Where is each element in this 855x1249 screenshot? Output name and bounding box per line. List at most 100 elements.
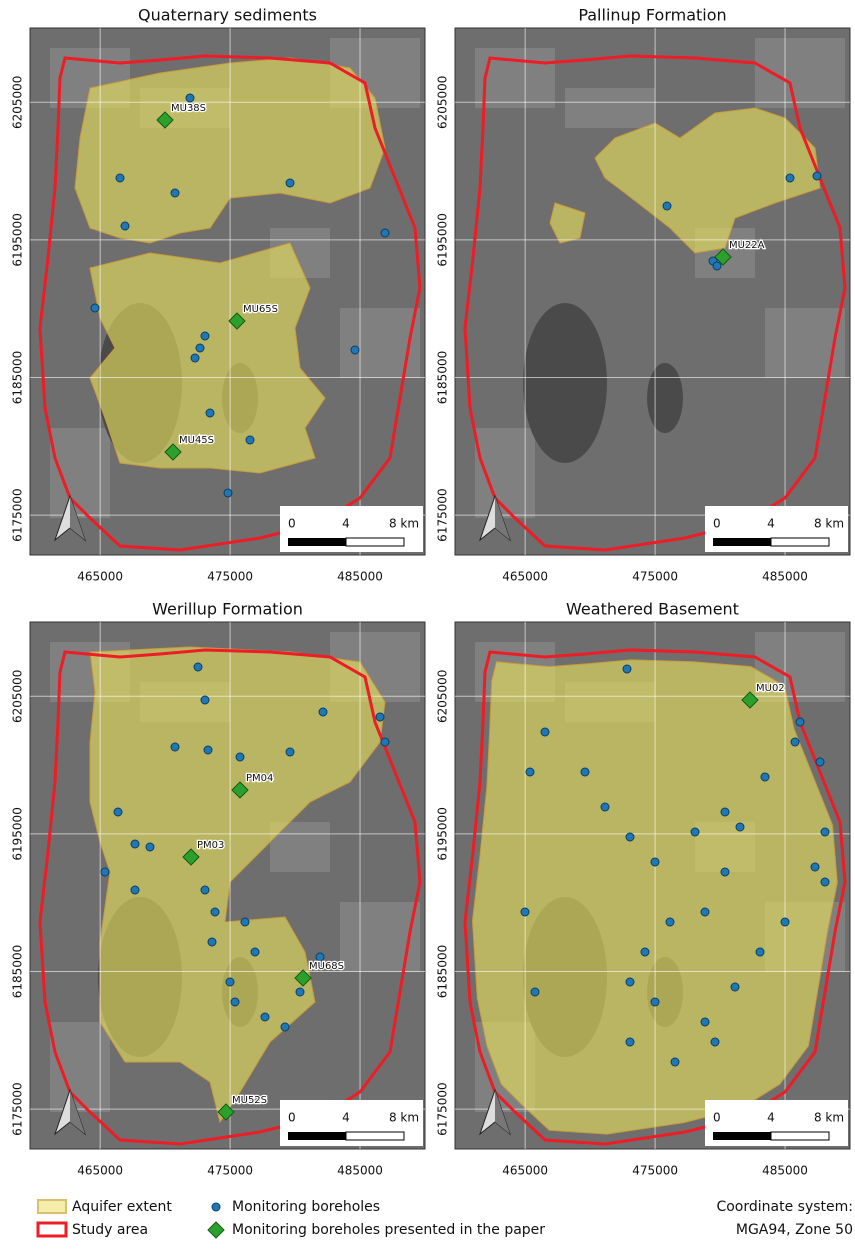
borehole xyxy=(351,346,359,354)
borehole xyxy=(526,768,534,776)
x-tick-label: 485000 xyxy=(762,570,808,584)
scale-label: 0 xyxy=(713,1111,721,1125)
imagery-patch xyxy=(475,428,535,518)
borehole-label: PM03 xyxy=(197,840,224,851)
borehole xyxy=(261,1013,269,1021)
y-tick-label: 6175000 xyxy=(11,488,25,541)
legend-study-swatch xyxy=(38,1223,66,1236)
borehole xyxy=(713,262,721,270)
borehole xyxy=(171,743,179,751)
borehole-label: MU65S xyxy=(243,304,278,315)
borehole-label: MU68S xyxy=(309,961,344,972)
x-tick-label: 475000 xyxy=(207,1164,253,1178)
borehole xyxy=(521,908,529,916)
scale-label: 8 km xyxy=(814,1111,844,1125)
borehole xyxy=(811,863,819,871)
borehole xyxy=(194,663,202,671)
borehole xyxy=(101,868,109,876)
legend-label: Aquifer extent xyxy=(72,1199,172,1215)
y-tick-label: 6195000 xyxy=(11,807,25,860)
borehole xyxy=(376,713,384,721)
borehole xyxy=(224,489,232,497)
borehole xyxy=(721,868,729,876)
borehole xyxy=(691,828,699,836)
borehole xyxy=(241,918,249,926)
x-tick-label: 485000 xyxy=(337,1164,383,1178)
y-tick-label: 6205000 xyxy=(11,76,25,129)
x-tick-label: 475000 xyxy=(632,1164,678,1178)
borehole xyxy=(736,823,744,831)
borehole xyxy=(581,768,589,776)
borehole xyxy=(796,718,804,726)
borehole xyxy=(171,189,179,197)
legend-aquifer-swatch xyxy=(38,1200,66,1213)
imagery-patch xyxy=(50,1022,110,1112)
borehole-label: MU02 xyxy=(756,683,785,694)
scale-bar xyxy=(771,1132,829,1140)
borehole xyxy=(531,988,539,996)
map-panel: PM04PM03MU68SMU52S048 km xyxy=(30,622,425,1149)
borehole xyxy=(204,746,212,754)
y-tick-label: 6185000 xyxy=(11,945,25,998)
borehole xyxy=(711,1038,719,1046)
borehole xyxy=(626,1038,634,1046)
scale-bar xyxy=(288,538,346,546)
scale-label: 8 km xyxy=(389,517,419,531)
imagery-patch xyxy=(50,428,110,518)
y-tick-label: 6205000 xyxy=(11,670,25,723)
borehole xyxy=(756,948,764,956)
scale-label: 4 xyxy=(342,1111,350,1125)
borehole xyxy=(251,948,259,956)
borehole xyxy=(671,1058,679,1066)
borehole xyxy=(296,988,304,996)
borehole xyxy=(786,174,794,182)
borehole xyxy=(663,202,671,210)
lake xyxy=(647,363,683,433)
legend-diamond xyxy=(208,1222,224,1238)
borehole-label: MU22A xyxy=(729,240,765,251)
x-tick-label: 485000 xyxy=(762,1164,808,1178)
borehole xyxy=(731,983,739,991)
scale-bar xyxy=(713,538,771,546)
imagery-patch xyxy=(475,48,555,108)
x-tick-label: 465000 xyxy=(502,1164,548,1178)
scale-label: 8 km xyxy=(389,1111,419,1125)
borehole xyxy=(236,753,244,761)
borehole xyxy=(201,886,209,894)
borehole xyxy=(381,738,389,746)
borehole xyxy=(666,918,674,926)
borehole xyxy=(246,436,254,444)
scale-bar xyxy=(771,538,829,546)
y-tick-label: 6175000 xyxy=(11,1082,25,1135)
figure: Aquifer extent Study area Monitoring bor… xyxy=(0,0,855,1245)
borehole xyxy=(201,696,209,704)
y-tick-label: 6175000 xyxy=(436,1082,450,1135)
borehole xyxy=(319,708,327,716)
y-tick-label: 6195000 xyxy=(436,213,450,266)
borehole xyxy=(286,748,294,756)
legend-dot xyxy=(212,1203,220,1211)
borehole xyxy=(286,179,294,187)
y-tick-label: 6195000 xyxy=(436,807,450,860)
borehole xyxy=(206,409,214,417)
borehole xyxy=(816,758,824,766)
coord-label: Coordinate system: xyxy=(716,1199,853,1215)
panel-title: Quaternary sediments xyxy=(138,6,317,25)
borehole xyxy=(131,886,139,894)
borehole xyxy=(211,908,219,916)
legend-label: Monitoring boreholes presented in the pa… xyxy=(232,1222,545,1238)
x-tick-label: 465000 xyxy=(77,1164,123,1178)
legend-label: Monitoring boreholes xyxy=(232,1199,380,1215)
borehole xyxy=(208,938,216,946)
borehole xyxy=(191,354,199,362)
scale-label: 0 xyxy=(713,517,721,531)
borehole xyxy=(146,843,154,851)
panel-title: Weathered Basement xyxy=(566,600,739,619)
borehole xyxy=(813,172,821,180)
borehole xyxy=(651,998,659,1006)
borehole xyxy=(651,858,659,866)
map-panel: MU22A048 km xyxy=(455,28,850,555)
borehole xyxy=(626,978,634,986)
y-tick-label: 6195000 xyxy=(11,213,25,266)
